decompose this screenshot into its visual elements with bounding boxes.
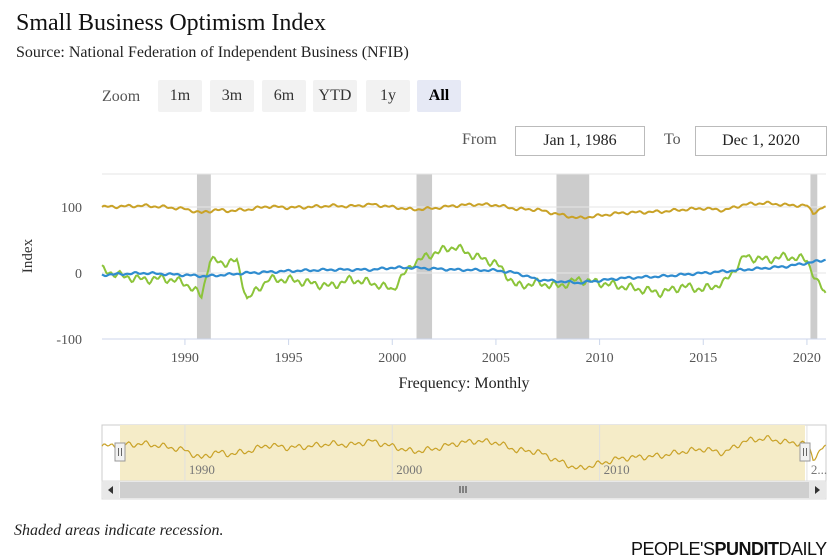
recession-footnote: Shaded areas indicate recession. (14, 522, 224, 539)
recession-band-0 (196, 174, 211, 339)
range-to-label: To (664, 131, 681, 148)
chart-subtitle: Source: National Federation of Independe… (16, 44, 409, 61)
navigator-selection[interactable] (120, 425, 805, 481)
range-from-input[interactable] (515, 126, 645, 156)
range-to-input[interactable] (695, 126, 827, 156)
navigator-tick-label-0: 1990 (189, 462, 215, 477)
chart-title: Small Business Optimism Index (16, 10, 327, 36)
arrow-right-icon (815, 486, 820, 494)
zoom-label: Zoom (102, 88, 141, 105)
x-tick-label-0: 1990 (171, 351, 199, 366)
zoom-ytd-button[interactable]: YTD (313, 80, 357, 112)
zoom-all-button[interactable]: All (417, 80, 461, 112)
x-tick-label-3: 2005 (482, 351, 510, 366)
y-tick-label-2: -100 (56, 333, 82, 348)
arrow-left-icon (108, 486, 113, 494)
scrollbar-thumb[interactable] (120, 482, 810, 498)
recession-band-3 (810, 174, 818, 339)
y-axis-title: Index (20, 238, 36, 273)
brand-logo: PEOPLE'SPUNDITDAILY (631, 539, 827, 559)
zoom-1y-button[interactable]: 1y (366, 80, 410, 112)
x-tick-label-6: 2020 (793, 351, 821, 366)
y-tick-label-0: 100 (61, 201, 82, 216)
navigator-tick-label-2: 2010 (604, 462, 630, 477)
x-tick-label-2: 2000 (378, 351, 406, 366)
zoom-3m-button[interactable]: 3m (210, 80, 254, 112)
navigator-series-line (101, 435, 826, 471)
zoom-6m-button[interactable]: 6m (262, 80, 306, 112)
navigator-left-handle[interactable] (114, 442, 126, 462)
x-tick-label-1: 1995 (275, 351, 303, 366)
y-tick-label-1: 0 (75, 267, 82, 282)
zoom-1m-button[interactable]: 1m (158, 80, 202, 112)
series-line-0 (101, 200, 827, 220)
series-line-1 (101, 243, 827, 300)
navigator-tick-label-3: 2... (811, 462, 827, 477)
navigator-right-handle[interactable] (799, 442, 811, 462)
recession-band-2 (556, 174, 590, 339)
x-axis-title: Frequency: Monthly (398, 375, 529, 392)
scrollbar-grip-icon (459, 486, 467, 493)
x-tick-label-4: 2010 (586, 351, 614, 366)
main-chart: 100 0 -100 1990 1995 2000 2005 2010 2015 2020 In… (20, 173, 827, 500)
range-from-label: From (462, 131, 497, 148)
x-tick-label-5: 2015 (689, 351, 717, 366)
navigator-tick-label-1: 2000 (396, 462, 422, 477)
series-line-2 (101, 258, 826, 285)
